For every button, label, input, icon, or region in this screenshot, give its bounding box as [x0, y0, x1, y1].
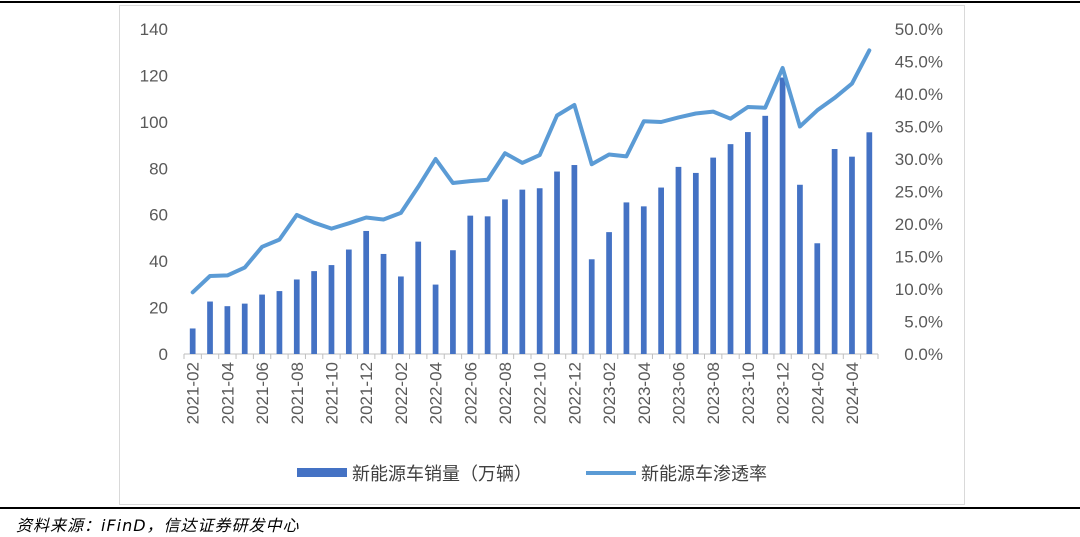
- right-axis: 0.0% 5.0% 10.0% 15.0% 20.0% 25.0% 30.0% 35.0% 40…: [895, 20, 943, 364]
- bar: [345, 249, 352, 354]
- bottom-rule: [0, 507, 1080, 509]
- bar: [484, 216, 491, 354]
- right-tick-label: 45.0%: [895, 53, 943, 72]
- x-tick-label: 2021-12: [357, 362, 376, 424]
- bar: [831, 149, 838, 354]
- bar: [606, 232, 612, 354]
- x-tick-label: 2021-02: [184, 362, 203, 424]
- bar-series: [189, 77, 873, 355]
- bar: [727, 144, 734, 354]
- legend-bar-swatch: [297, 468, 347, 477]
- bar: [450, 250, 456, 354]
- x-tick-label: 2024-04: [843, 362, 862, 424]
- bar: [849, 156, 855, 354]
- bar: [207, 301, 213, 354]
- right-tick-label: 25.0%: [895, 183, 943, 202]
- bar: [276, 291, 283, 354]
- left-tick-label: 60: [149, 206, 168, 225]
- right-tick-label: 15.0%: [895, 248, 943, 267]
- left-tick-label: 100: [140, 113, 168, 132]
- bar: [779, 77, 786, 355]
- bar: [762, 115, 769, 354]
- x-tick-label: 2023-04: [635, 362, 654, 424]
- x-tick-label: 2023-06: [669, 362, 688, 424]
- bar: [814, 243, 821, 354]
- left-axis: 0 20 40 60 80 100 120 140: [140, 20, 168, 364]
- x-tick-label: 2022-06: [461, 362, 480, 424]
- legend-line-label: 新能源车渗透率: [641, 464, 767, 485]
- bar: [797, 184, 803, 354]
- left-tick-label: 0: [159, 345, 168, 364]
- bar: [588, 259, 595, 354]
- x-tick-label: 2021-08: [288, 362, 307, 424]
- left-tick-label: 120: [140, 66, 168, 85]
- x-tick-label: 2023-02: [600, 362, 619, 424]
- x-tick-label: 2022-08: [496, 362, 515, 424]
- bar: [519, 189, 526, 354]
- legend-bar-label: 新能源车销量（万辆）: [352, 464, 532, 485]
- bar: [328, 265, 335, 354]
- x-axis: 2021-02 2021-04 2021-06 2021-08 2021-10 2021-…: [183, 354, 879, 424]
- x-tick-label: 2023-10: [739, 362, 758, 424]
- bar: [640, 206, 647, 354]
- bar: [398, 276, 404, 354]
- bar: [710, 157, 717, 354]
- left-tick-label: 80: [149, 159, 168, 178]
- right-tick-label: 20.0%: [895, 215, 943, 234]
- line-series-penetration: [190, 48, 872, 295]
- bar: [692, 172, 699, 354]
- right-tick-label: 30.0%: [895, 150, 943, 169]
- x-tick-label: 2022-10: [531, 362, 550, 424]
- left-tick-label: 40: [149, 252, 168, 271]
- bar: [189, 328, 196, 354]
- right-tick-label: 35.0%: [895, 118, 943, 137]
- bar: [467, 215, 474, 354]
- right-tick-label: 10.0%: [895, 280, 943, 299]
- bar: [363, 230, 370, 354]
- bar: [866, 132, 873, 354]
- bar: [571, 165, 578, 354]
- x-tick-label: 2022-04: [427, 362, 446, 424]
- right-tick-label: 40.0%: [895, 85, 943, 104]
- bar: [224, 306, 231, 354]
- bar: [745, 132, 751, 354]
- bar: [311, 271, 317, 354]
- right-tick-label: 50.0%: [895, 20, 943, 39]
- x-tick-label: 2023-08: [704, 362, 723, 424]
- bar: [380, 253, 387, 354]
- bar: [675, 166, 682, 354]
- x-tick-label: 2021-06: [253, 362, 272, 424]
- bar: [432, 284, 439, 354]
- right-tick-label: 5.0%: [904, 313, 943, 332]
- legend: 新能源车销量（万辆） 新能源车渗透率: [297, 464, 767, 485]
- bar: [554, 171, 560, 354]
- source-note: 资料来源：iFinD，信达证券研发中心: [16, 516, 300, 535]
- left-tick-label: 20: [149, 299, 168, 318]
- x-tick-label: 2023-12: [774, 362, 793, 424]
- x-tick-label: 2022-12: [565, 362, 584, 424]
- bar: [241, 303, 248, 354]
- x-tick-label: 2024-02: [808, 362, 827, 424]
- x-tick-label: 2021-10: [322, 362, 341, 424]
- x-tick-label: 2022-02: [392, 362, 411, 424]
- bar: [658, 187, 664, 354]
- top-rule: [0, 1, 1080, 3]
- bar: [623, 202, 630, 354]
- bar: [259, 294, 265, 354]
- bar: [293, 279, 300, 354]
- bar: [415, 241, 422, 354]
- right-tick-label: 0.0%: [904, 345, 943, 364]
- left-tick-label: 140: [140, 20, 168, 39]
- bar: [502, 199, 508, 354]
- x-tick-label: 2021-04: [218, 362, 237, 424]
- bar: [536, 188, 543, 354]
- chart-frame: [119, 5, 965, 505]
